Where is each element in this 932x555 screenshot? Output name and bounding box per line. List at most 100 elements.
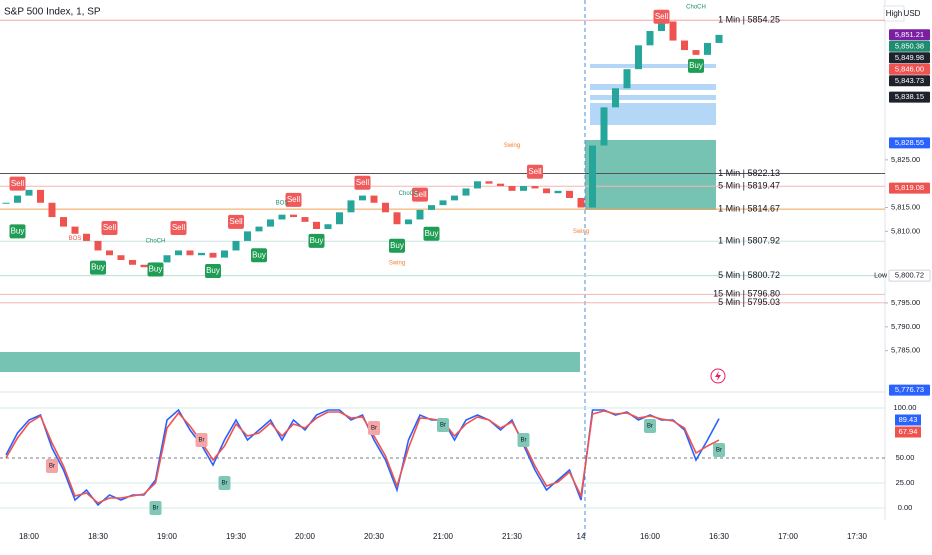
signal-label: Buy [689,61,703,70]
button[interactable] [883,5,905,22]
osc-signal [368,421,380,435]
high-button[interactable]: High [886,9,902,18]
signal-label: Sell [413,190,427,199]
candle [451,195,458,201]
osc-signal [218,476,231,490]
candle [140,264,148,268]
osc-signal-label: Br [222,481,228,487]
candle [117,255,125,261]
candle [600,107,608,146]
signal-label: Buy [390,241,404,250]
osc-signal-label: Br [716,448,722,454]
signal-box [205,263,221,278]
osc-signal [713,443,725,457]
osc-tag-label: 89.43 [899,415,918,424]
candle [244,231,251,241]
osc-signal-label: Br [49,464,55,470]
candle [267,219,274,227]
structure-label: Swing [573,229,589,235]
price-tag [889,91,930,103]
candle [94,240,102,251]
signal-label: Sell [229,217,243,226]
candle [405,219,412,225]
candle [704,42,711,55]
level-label: 5 Min | 5819.47 [718,181,780,191]
signal-label: Buy [310,236,324,245]
candle [37,189,44,203]
osc-tag [895,426,921,438]
currency-button[interactable]: USD [904,9,921,18]
x-tick-label: 21:30 [502,532,523,541]
candle [589,145,596,208]
signal-box [285,192,302,207]
osc-signal-label: Br [440,423,446,429]
structure-label: ChoCH [146,239,166,245]
candle [129,260,136,265]
signal-box [653,9,670,24]
signal-box [251,248,267,263]
candle [324,224,332,229]
candle [508,186,516,191]
candle [474,181,481,189]
candle [232,240,240,251]
candle [313,221,320,229]
price-tag-label: 5,849.98 [895,53,924,62]
candle [163,255,171,263]
x-tick-label: 16:30 [709,532,730,541]
demand-zone [585,140,716,210]
osc-signal-label: Br [199,438,205,444]
price-tag-label: 5,838.15 [895,92,924,101]
candle [83,233,90,241]
structure-label: Swing [389,260,405,266]
signal-label: Buy [206,266,220,275]
price-tag [889,384,930,396]
osc-signal-label: Br [521,438,527,444]
x-tick-label: 17:30 [847,532,868,541]
price-tag-label: 5,800.72 [895,271,924,280]
y-tick-label: 5,795.00 [891,298,920,307]
price-tag-label: 5,776.73 [895,385,924,394]
y-tick-label: 5,825.00 [891,155,920,164]
structure-label: BOS [69,236,82,242]
candle [658,21,665,32]
y-tick-label: 50.00 [896,453,915,462]
candle [612,88,619,108]
candle [669,21,677,41]
structure-label: ChoCH [686,5,706,11]
signal-label: Sell [103,223,117,232]
y-tick-label: 5,785.00 [891,346,920,355]
candle [71,226,79,234]
candle [439,200,447,206]
signal-box [170,221,187,236]
price-tag-label: 5,850.38 [895,41,924,50]
x-tick-label: 16:00 [640,532,661,541]
candle [48,202,56,218]
candle [520,186,527,191]
candle [301,217,309,222]
signal-box [412,187,428,202]
signal-box [423,226,440,241]
candle [416,209,424,220]
osc-signal-label: Br [371,426,377,432]
x-tick-label: 20:30 [364,532,385,541]
x-tick-label: 19:00 [157,532,178,541]
signal-box [308,233,325,248]
candle [543,188,550,194]
price-tag [889,137,930,149]
level-label: 5 Min | 5795.03 [718,297,780,307]
candle [106,250,113,256]
osc-tag [895,414,921,426]
x-tick-label: 17:00 [778,532,799,541]
level-label: 5 Min | 5800.72 [718,270,780,280]
signal-box [354,175,371,190]
osc-signal [517,433,530,447]
structure-label: ChoCH [399,191,419,197]
x-tick-label: 18:30 [88,532,109,541]
price-tag [889,182,930,194]
level-label: 1 Min | 5822.13 [718,168,780,178]
candle [60,217,67,227]
y-tick-label: 5,790.00 [891,322,920,331]
signal-label: Buy [11,226,25,235]
